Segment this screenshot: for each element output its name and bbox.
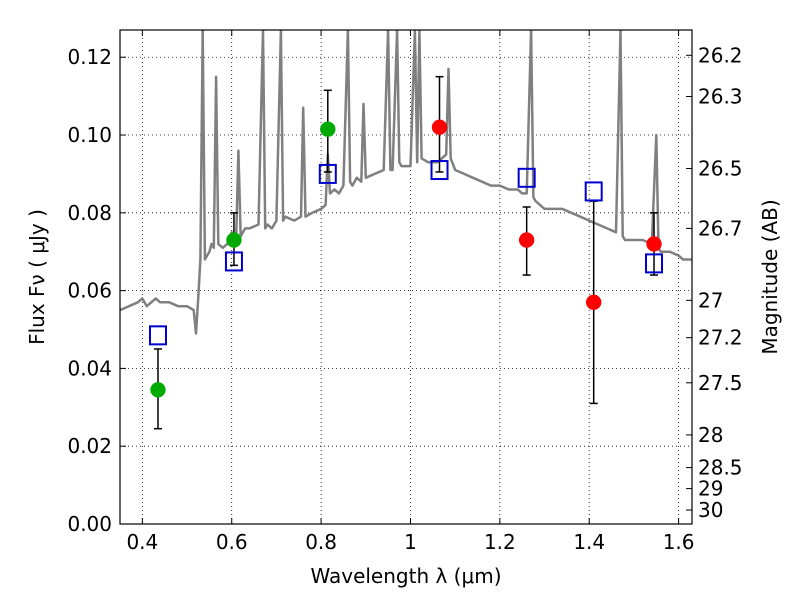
- grid-lines: [120, 30, 692, 525]
- red-observed-point: [585, 294, 602, 311]
- model-spectrum-line: [120, 30, 692, 335]
- y2-tick-label: 26.2: [698, 43, 743, 67]
- ticks: 0.4 0.6 0.8 1 1.2 1.4 1.6 0.00 0.02 0.04 0.06 0.08 0…: [67, 30, 743, 554]
- y-tick-label: 0.00: [67, 512, 112, 536]
- y-tick-label: 0.12: [67, 45, 112, 69]
- red-observed-point: [646, 236, 662, 252]
- y2-tick-label: 30: [698, 498, 723, 522]
- model-photometry-square: [224, 251, 243, 272]
- model-photometry-square: [148, 325, 167, 346]
- plot-frame: [119, 29, 693, 525]
- x-tick-label: 0.8: [305, 530, 337, 554]
- y2-axis-label: Magnitude (AB): [758, 199, 782, 354]
- x-tick-label: 0.4: [126, 530, 158, 554]
- y-tick-label: 0.08: [67, 201, 112, 225]
- y2-tick-label: 27.2: [698, 326, 743, 350]
- y2-tick-label: 26.5: [698, 156, 743, 180]
- y2-tick-label: 26.3: [698, 85, 743, 109]
- error-bars: [153, 75, 659, 430]
- markers: [148, 119, 664, 398]
- y-tick-label: 0.10: [67, 123, 112, 147]
- x-tick-label: 1: [404, 530, 417, 554]
- x-tick-label: 1.2: [484, 530, 516, 554]
- red-observed-point: [431, 119, 448, 135]
- y2-tick-label: 29: [698, 477, 723, 501]
- model-photometry-square: [517, 167, 536, 188]
- y2-tick-label: 27: [698, 288, 723, 312]
- x-tick-label: 1.4: [573, 530, 605, 554]
- green-observed-point: [226, 232, 242, 248]
- y2-tick-label: 28.5: [698, 456, 743, 480]
- y-tick-label: 0.02: [67, 434, 112, 458]
- green-observed-point: [320, 121, 336, 137]
- x-axis-label: Wavelength λ (μm): [310, 564, 501, 588]
- model-photometry-square: [430, 160, 449, 181]
- x-tick-label: 1.6: [663, 530, 695, 554]
- y2-tick-label: 26.7: [698, 216, 743, 240]
- model-photometry-square: [584, 181, 603, 202]
- model-photometry-square: [645, 253, 664, 274]
- y-tick-label: 0.06: [67, 279, 112, 303]
- y2-tick-label: 27.5: [698, 371, 743, 395]
- y-axis-label: Flux Fν ( μJy ): [25, 209, 49, 345]
- model-photometry-square: [318, 163, 337, 184]
- y-tick-label: 0.04: [67, 356, 112, 380]
- green-observed-point: [150, 382, 166, 398]
- x-tick-label: 0.6: [216, 530, 248, 554]
- red-observed-point: [518, 232, 535, 248]
- plot-area: [120, 30, 692, 335]
- y2-tick-label: 28: [698, 423, 723, 447]
